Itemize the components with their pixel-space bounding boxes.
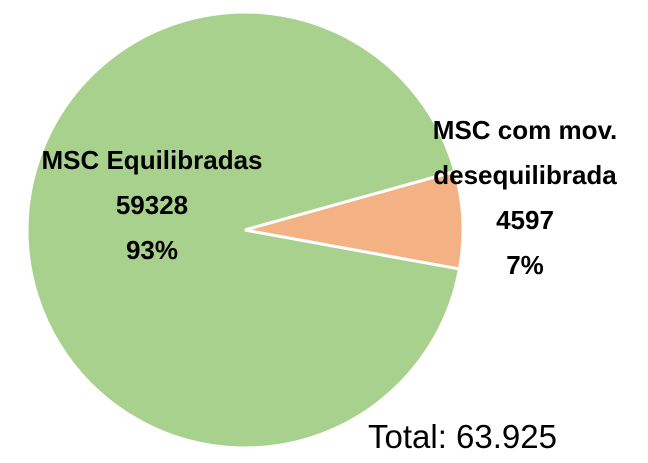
value-label: 4597 [496,205,554,235]
percent-label: 93% [125,235,179,265]
pie-slice [244,169,465,271]
category-label: MSC com mov. desequilibrada [432,115,618,190]
pie-slice [25,10,462,450]
category-label: MSC Equilibradas [41,145,263,175]
total-annotation: Total: 63.925 [368,418,557,455]
slice-label: MSC Equilibradas 59328 93% [2,138,302,273]
value-label: 59328 [115,190,189,220]
slice-label: MSC com mov. desequilibrada 4597 7% [405,108,645,288]
percent-label: 7% [506,250,544,280]
